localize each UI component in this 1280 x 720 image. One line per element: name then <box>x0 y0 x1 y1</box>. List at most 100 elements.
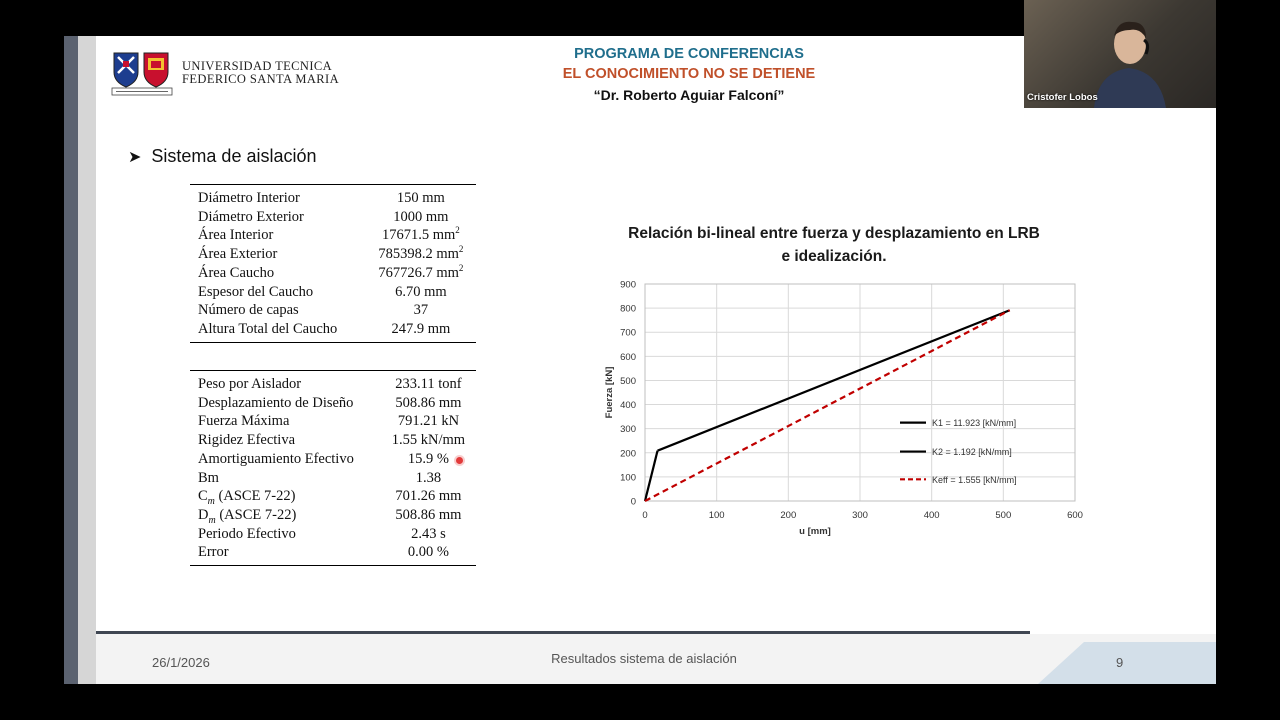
table-row: Amortiguamiento Efectivo 15.9 % <box>190 450 476 469</box>
table-row: Área Caucho 767726.7 mm2 <box>190 262 476 283</box>
y-tick-label: 300 <box>620 424 636 435</box>
row-label-text: Área Caucho <box>198 264 275 281</box>
plot-area-border <box>644 283 1076 502</box>
row-value-text: 15.9 % <box>407 450 449 467</box>
university-name-line2: FEDERICO SANTA MARIA <box>182 72 340 86</box>
series-line-3 <box>644 309 1011 502</box>
x-tick-label: 600 <box>1067 510 1083 521</box>
slide-left-bar-light <box>78 36 96 684</box>
row-value-text: 2.43 s <box>411 525 446 542</box>
row-value: 1.55 kN/mm <box>379 431 476 450</box>
row-label: Periodo Efectivo <box>190 525 379 544</box>
row-label: Peso por Aislador <box>190 371 379 394</box>
table-row: Dm (ASCE 7-22) 508.86 mm <box>190 506 476 525</box>
row-value: 791.21 kN <box>379 412 476 431</box>
table-row: Espesor del Caucho 6.70 mm <box>190 283 476 302</box>
row-value: 150 mm <box>364 185 476 208</box>
pointer-cursor <box>456 457 463 464</box>
row-label-suffix: (ASCE 7-22) <box>214 488 296 505</box>
university-name-line1: UNIVERSIDAD TECNICA <box>182 59 333 73</box>
row-value-text: 508.86 mm <box>395 506 462 523</box>
force-displacement-chart: 0 100 200 300 400 500 600 0 100 200 300 400 500 600 70… <box>604 280 1083 538</box>
row-label-text: D <box>198 506 209 523</box>
x-tick-label: 400 <box>924 510 940 521</box>
row-value: 508.86 mm <box>379 506 476 525</box>
row-label-subscript: m <box>207 496 215 508</box>
row-label-text: Espesor del Caucho <box>198 283 314 300</box>
page-number: 9 <box>1116 655 1124 670</box>
y-tick-label: 100 <box>620 472 636 483</box>
x-axis-label: u [mm] <box>799 526 831 537</box>
series-line-2 <box>657 309 1011 452</box>
participant-avatar <box>1094 21 1166 108</box>
conference-header: PROGRAMA DE CONFERENCIAS EL CONOCIMIENTO… <box>454 44 924 106</box>
footer-accent-band <box>1084 642 1216 684</box>
row-value-text: 233.11 tonf <box>395 376 462 392</box>
y-tick-label: 600 <box>620 352 636 363</box>
row-value-text: 1.38 <box>415 469 442 486</box>
table-row: Bm 1.38 <box>190 469 476 488</box>
row-label: Altura Total del Caucho <box>190 320 364 342</box>
section-title: Sistema de aislación <box>151 146 317 166</box>
row-value-text: 1.55 kN/mm <box>391 432 466 449</box>
table-row: Altura Total del Caucho 247.9 mm <box>190 320 476 342</box>
table-row: Área Exterior 785398.2 mm2 <box>190 245 476 264</box>
footer-date: 26/1/2026 <box>152 655 210 670</box>
program-title: PROGRAMA DE CONFERENCIAS <box>574 46 804 62</box>
row-label-text: C <box>198 488 208 505</box>
row-value: 17671.5 mm2 <box>364 226 476 245</box>
row-label: Bm <box>190 469 379 488</box>
x-tick-label: 500 <box>995 510 1011 521</box>
row-value-superscript: 2 <box>458 262 464 273</box>
footer-accent-triangle <box>1038 642 1084 684</box>
row-value-text: 791.21 kN <box>397 413 460 430</box>
row-label: Diámetro Interior <box>190 185 364 208</box>
y-tick-label: 0 <box>631 497 636 508</box>
row-value-text: 1000 mm <box>393 208 449 225</box>
slide-left-bar-dark <box>64 36 78 684</box>
university-logo <box>111 52 173 96</box>
footer-background <box>96 634 1216 684</box>
row-label-text: Bm <box>198 469 219 486</box>
row-value: 233.11 tonf <box>379 371 476 394</box>
y-tick-label: 900 <box>620 280 636 291</box>
row-label: Amortiguamiento Efectivo <box>190 450 379 469</box>
row-value: 15.9 % <box>379 450 476 469</box>
row-label: Área Caucho <box>190 264 364 283</box>
row-label-text: Desplazamiento de Diseño <box>198 394 354 411</box>
row-label: Cm (ASCE 7-22) <box>190 487 379 506</box>
row-value: 701.26 mm <box>379 487 476 506</box>
section-heading: ➤ Sistema de aislación <box>128 146 317 167</box>
table-row: Error 0.00 % <box>190 543 476 565</box>
row-label: Error <box>190 543 379 565</box>
row-label: Fuerza Máxima <box>190 412 379 431</box>
row-label: Área Exterior <box>190 245 364 264</box>
row-label-text: Número de capas <box>198 302 299 319</box>
program-subtitle: EL CONOCIMIENTO NO SE DETIENE <box>562 66 816 82</box>
table-row: Peso por Aislador 233.11 tonf <box>190 371 476 394</box>
row-value-text: 767726.7 mm <box>378 264 459 281</box>
row-label-text: Área Interior <box>198 227 274 244</box>
x-tick-label: 300 <box>852 510 868 521</box>
row-label: Desplazamiento de Diseño <box>190 394 379 413</box>
row-value: 37 <box>364 301 476 320</box>
x-tick-label: 100 <box>709 510 725 521</box>
table-row: Desplazamiento de Diseño 508.86 mm <box>190 394 476 413</box>
row-value-superscript: 2 <box>458 244 464 255</box>
row-value: 247.9 mm <box>364 320 476 342</box>
table-row: Diámetro Exterior 1000 mm <box>190 208 476 227</box>
footer-divider <box>96 631 1030 634</box>
row-value: 6.70 mm <box>364 283 476 302</box>
speaker-name: “Dr. Roberto Aguiar Falconí” <box>593 87 785 103</box>
row-label: Dm (ASCE 7-22) <box>190 506 379 525</box>
table-row: Cm (ASCE 7-22) 701.26 mm <box>190 487 476 506</box>
y-tick-label: 800 <box>620 304 636 315</box>
row-label-text: Fuerza Máxima <box>198 413 290 430</box>
series-line-1 <box>643 450 659 502</box>
row-value-superscript: 2 <box>455 225 460 236</box>
row-label: Diámetro Exterior <box>190 208 364 227</box>
row-label-text: Área Exterior <box>198 246 278 263</box>
row-value: 0.00 % <box>379 543 476 565</box>
video-thumbnail[interactable]: Cristofer Lobos <box>1024 0 1216 108</box>
row-label-text: Altura Total del Caucho <box>198 320 338 337</box>
